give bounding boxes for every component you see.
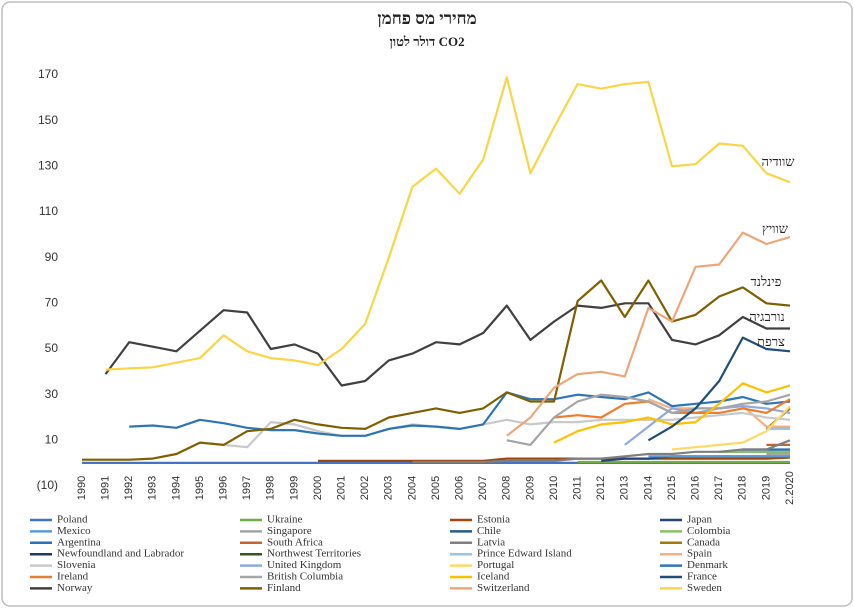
series-line — [129, 391, 791, 437]
legend-label: Prince Edward Island — [477, 548, 572, 560]
x-tick-label: 1999 — [288, 476, 300, 500]
legend-label: South Africa — [267, 536, 323, 548]
series-line — [553, 382, 791, 444]
legend-label: Ukraine — [267, 514, 303, 526]
series-line — [506, 393, 791, 446]
x-tick-label: 1995 — [194, 476, 206, 500]
legend-label: Singapore — [267, 525, 312, 537]
chart-title: מחירי מס פחמן — [377, 9, 476, 28]
series-line — [671, 405, 791, 451]
x-tick-label: 1993 — [147, 476, 159, 500]
x-tick-label: 2003 — [383, 476, 395, 500]
x-tick-label: 2005 — [430, 476, 442, 500]
x-tick-label: 1996 — [218, 476, 230, 500]
y-tick-label: 90 — [45, 250, 59, 264]
annotation: שוויץ — [762, 221, 789, 236]
legend-label: Japan — [687, 514, 713, 526]
legend-label: Switzerland — [477, 582, 530, 594]
x-tick-label: 1992 — [123, 476, 135, 500]
legend-label: Iceland — [477, 571, 510, 583]
y-tick-label: 30 — [45, 387, 59, 401]
annotation: צרפת — [757, 334, 785, 349]
y-tick-label: 130 — [38, 159, 58, 173]
legend-label: Newfoundland and Labrador — [57, 548, 184, 560]
legend-label: Mexico — [57, 525, 91, 537]
x-tick-label: 2008 — [501, 476, 513, 500]
legend-label: Slovenia — [57, 559, 96, 571]
series-line — [412, 439, 791, 464]
series-line — [624, 405, 791, 446]
x-tick-label: 2015 — [666, 476, 678, 500]
x-tick-label: 2.2020 — [784, 471, 796, 505]
x-tick-label: 2017 — [713, 476, 725, 500]
series-line — [318, 456, 791, 462]
legend-label: Ireland — [57, 571, 89, 583]
y-tick-label: 170 — [38, 67, 58, 81]
legend-label: United Kingdom — [267, 559, 342, 571]
annotation: פינלנד — [750, 274, 781, 289]
legend-label: Canada — [687, 536, 720, 548]
x-tick-label: 2018 — [737, 476, 749, 500]
legend-label: Chile — [477, 525, 501, 537]
y-tick-label: 150 — [38, 113, 58, 127]
x-tick-label: 2007 — [477, 476, 489, 500]
series-line — [104, 302, 790, 387]
series-line — [506, 231, 791, 437]
y-tick-label: 10 — [45, 433, 59, 447]
legend-label: Norway — [57, 582, 93, 594]
x-tick-label: 1998 — [265, 476, 277, 500]
y-tick-label: 110 — [39, 204, 58, 218]
series-line — [647, 336, 791, 442]
legend-label: Latvia — [477, 536, 505, 548]
x-tick-label: 2009 — [524, 476, 536, 500]
x-tick-label: 1990 — [76, 476, 88, 500]
x-tick-label: 2004 — [406, 476, 418, 500]
series-line — [105, 76, 791, 371]
x-tick-label: 1994 — [170, 476, 182, 500]
x-tick-label: 2006 — [454, 476, 466, 500]
legend-label: Spain — [687, 548, 713, 560]
y-tick-label: 70 — [45, 296, 59, 310]
y-tick-label: (10) — [37, 478, 58, 492]
legend-label: Northwest Territories — [267, 548, 361, 560]
annotation: שוודיה — [762, 154, 796, 169]
legend-label: France — [687, 571, 717, 583]
x-tick-label: 2019 — [760, 476, 772, 500]
legend-label: Sweden — [687, 582, 722, 594]
x-tick-label: 2011 — [572, 476, 584, 500]
x-tick-label: 1997 — [241, 476, 253, 500]
x-tick-label: 2016 — [690, 476, 702, 500]
legend-label: Denmark — [687, 559, 728, 571]
x-tick-label: 2000 — [312, 476, 324, 500]
legend-label: British Columbia — [267, 571, 343, 583]
legend-label: Portugal — [477, 559, 514, 571]
x-tick-label: 2013 — [619, 476, 631, 500]
x-tick-label: 2012 — [595, 476, 607, 500]
x-tick-label: 2010 — [548, 476, 560, 500]
legend-label: Finland — [267, 582, 301, 594]
x-tick-label: 2002 — [359, 476, 371, 500]
x-tick-label: 2001 — [336, 476, 348, 500]
legend-label: Estonia — [477, 514, 510, 526]
legend-label: Colombia — [687, 525, 731, 537]
annotation: נורבגיה — [749, 309, 784, 324]
legend-label: Argentina — [57, 536, 101, 548]
y-tick-label: 50 — [45, 341, 59, 355]
series-line — [223, 411, 791, 449]
x-tick-label: 1991 — [100, 476, 112, 500]
chart-subtitle: דולר לטון CO2 — [389, 34, 464, 49]
x-tick-label: 2014 — [642, 476, 654, 500]
legend-label: Poland — [57, 514, 88, 526]
